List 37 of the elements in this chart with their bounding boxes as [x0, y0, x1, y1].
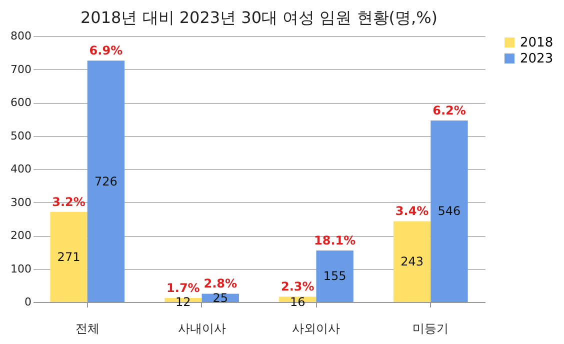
y-tick-label: 200 [10, 229, 32, 242]
data-label: 243 [400, 254, 424, 269]
y-tick-label: 800 [10, 30, 32, 42]
y-tick-label: 300 [10, 196, 32, 209]
data-label: 546 [438, 204, 461, 218]
chart-title: 2018년 대비 2023년 30대 여성 임원 현황(명,%) [80, 8, 438, 27]
annotation: 3.2% [52, 194, 86, 209]
data-label: 726 [94, 174, 118, 188]
y-tick-label: 500 [10, 129, 32, 142]
annotation: 2.8% [204, 276, 238, 291]
annotation: 1.7% [166, 281, 200, 296]
data-label: 12 [176, 295, 191, 309]
x-tick-label: 사내이사 [178, 322, 226, 336]
x-tick-label: 전체 [75, 322, 100, 336]
bar [393, 221, 431, 302]
legend-label: 2018 [520, 36, 554, 50]
bar [50, 212, 88, 302]
annotation: 6.2% [432, 103, 466, 118]
data-label: 271 [57, 250, 80, 264]
x-tick-label: 미등기 [412, 322, 449, 336]
y-tick-label: 0 [24, 296, 32, 308]
data-label: 16 [290, 295, 306, 309]
y-tick-label: 600 [10, 96, 32, 109]
annotation: 3.4% [395, 204, 429, 218]
y-tick-label: 100 [10, 262, 32, 276]
annotation: 6.9% [89, 44, 123, 58]
annotation: 18.1% [314, 233, 356, 248]
y-tick-label: 400 [10, 162, 32, 176]
bar [430, 120, 468, 302]
y-tick-label: 700 [10, 62, 32, 76]
legend-label: 2023 [520, 52, 554, 66]
data-label: 25 [212, 290, 228, 305]
bar [87, 60, 125, 302]
x-tick-label: 사외이사 [292, 322, 340, 336]
bar [316, 250, 354, 302]
data-label: 155 [323, 269, 346, 284]
annotation: 2.3% [280, 280, 314, 294]
